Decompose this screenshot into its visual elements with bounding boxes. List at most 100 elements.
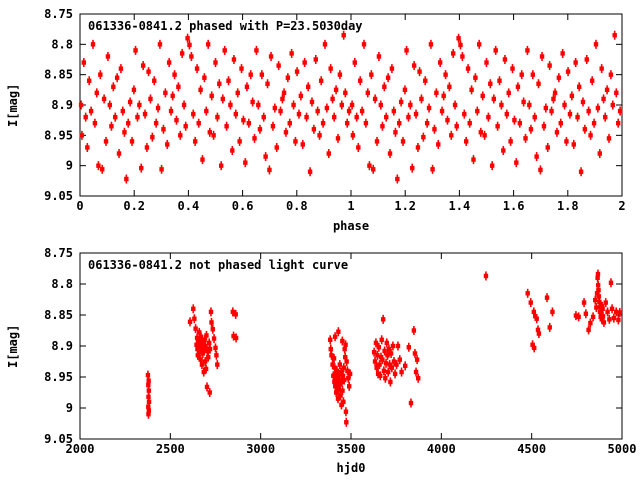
data-point-marker	[434, 90, 439, 96]
data-point-marker	[343, 409, 349, 414]
data-point-marker	[538, 167, 543, 173]
data-point-marker	[536, 331, 542, 336]
data-point-marker	[109, 124, 114, 129]
data-point-marker	[153, 121, 159, 126]
data-point-marker	[192, 139, 198, 144]
data-point-marker	[560, 51, 565, 56]
data-point-marker	[341, 33, 346, 38]
data-point-marker	[380, 357, 385, 362]
data-point-marker	[593, 297, 598, 303]
data-point-marker	[168, 108, 174, 114]
data-point-marker	[334, 368, 340, 373]
data-point-marker	[146, 382, 151, 388]
data-point-marker	[350, 133, 356, 138]
data-point-marker	[248, 72, 253, 77]
data-point-marker	[416, 376, 421, 381]
data-point-marker	[272, 105, 278, 111]
data-point-marker	[207, 390, 212, 395]
data-point-marker	[607, 317, 612, 322]
data-point-marker	[469, 87, 474, 93]
data-point-marker	[449, 133, 454, 138]
data-point-marker	[337, 72, 343, 77]
data-point-marker	[233, 111, 239, 117]
data-point-marker	[340, 388, 345, 393]
data-point-marker	[408, 400, 414, 406]
x-tick-label: 3500	[337, 442, 366, 456]
data-point-marker	[211, 336, 217, 341]
data-point-marker	[564, 139, 569, 144]
data-point-marker	[588, 133, 593, 138]
data-point-marker	[501, 148, 506, 153]
data-point-marker	[263, 154, 268, 159]
data-point-marker	[250, 99, 255, 105]
data-point-marker	[92, 121, 98, 126]
data-point-marker	[528, 127, 534, 132]
data-point-marker	[456, 36, 461, 41]
data-point-marker	[473, 75, 478, 80]
data-point-marker	[388, 379, 393, 385]
data-point-marker	[315, 108, 320, 114]
data-point-marker	[531, 309, 537, 315]
data-point-marker	[491, 96, 497, 102]
data-point-marker	[595, 271, 601, 277]
top-y-axis-label: I[mag]	[6, 83, 20, 127]
data-point-marker	[191, 306, 196, 311]
data-point-marker	[231, 57, 237, 62]
data-point-marker	[261, 114, 266, 120]
data-point-marker	[539, 54, 545, 59]
data-point-marker	[211, 133, 216, 138]
data-point-marker	[103, 139, 109, 144]
data-point-marker	[135, 114, 140, 120]
data-point-marker	[200, 351, 206, 356]
top-x-axis-label: phase	[332, 219, 370, 233]
data-point-marker	[311, 127, 317, 132]
data-point-marker	[287, 121, 292, 126]
data-point-marker	[100, 167, 105, 172]
data-point-marker	[397, 121, 402, 126]
data-point-marker	[291, 102, 296, 108]
data-point-marker	[241, 117, 246, 123]
data-point-marker	[335, 136, 341, 141]
data-point-marker	[202, 348, 207, 354]
data-point-marker	[369, 72, 374, 77]
data-point-marker	[317, 133, 322, 138]
data-point-marker	[194, 66, 200, 71]
data-point-marker	[96, 163, 101, 168]
data-point-marker	[198, 357, 203, 362]
data-point-marker	[417, 69, 422, 74]
data-point-marker	[333, 384, 338, 389]
data-point-marker	[597, 151, 602, 156]
data-point-marker	[194, 335, 200, 341]
data-point-marker	[387, 151, 393, 156]
data-point-marker	[580, 99, 586, 105]
data-point-marker	[214, 353, 219, 358]
data-point-marker	[458, 42, 463, 48]
data-point-marker	[609, 306, 615, 311]
data-point-marker	[161, 127, 166, 132]
data-point-marker	[536, 81, 541, 86]
data-point-marker	[215, 362, 220, 367]
data-point-marker	[191, 111, 196, 117]
data-point-marker	[337, 382, 343, 387]
data-point-marker	[116, 151, 122, 156]
data-point-marker	[604, 87, 610, 93]
data-point-marker	[296, 111, 302, 117]
data-point-marker	[378, 102, 384, 108]
data-point-marker	[87, 78, 92, 83]
data-point-marker	[146, 69, 151, 74]
x-tick-label: 0.2	[123, 199, 145, 213]
data-point-marker	[517, 121, 523, 126]
y-tick-label: 8.75	[44, 246, 73, 260]
data-point-marker	[81, 60, 86, 65]
data-point-marker	[525, 48, 530, 53]
data-point-marker	[345, 368, 350, 373]
data-point-marker	[389, 66, 395, 71]
data-point-marker	[318, 78, 324, 83]
data-point-marker	[372, 96, 378, 102]
data-point-marker	[302, 60, 307, 65]
data-point-marker	[403, 363, 408, 369]
data-point-marker	[346, 384, 352, 389]
data-point-marker	[377, 362, 382, 367]
data-point-marker	[300, 142, 305, 147]
data-point-marker	[339, 102, 344, 108]
